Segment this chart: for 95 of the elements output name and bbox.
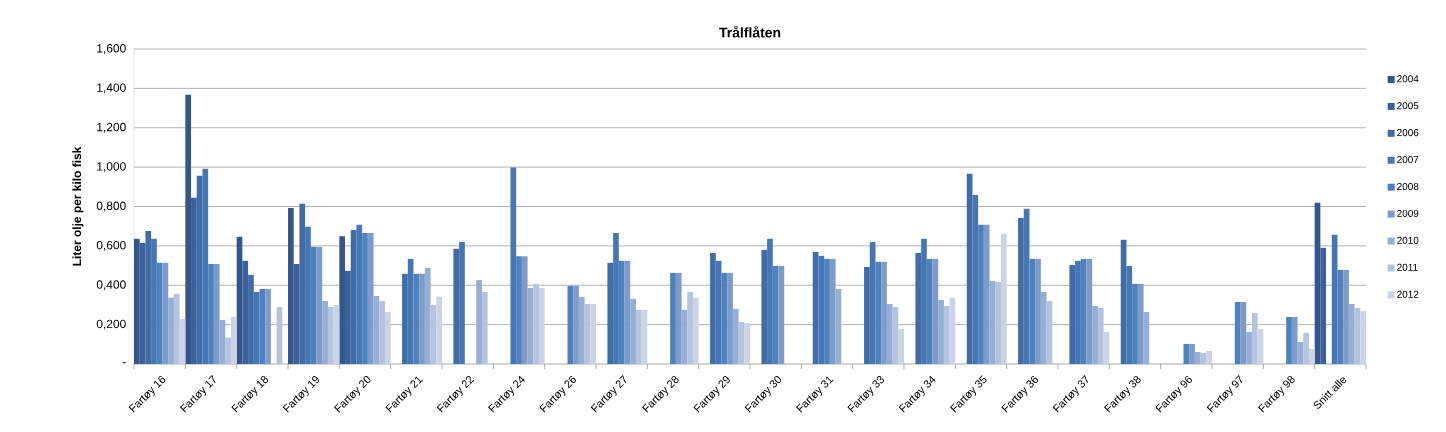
y-tick-label: 0,800 [96, 201, 126, 212]
bar [829, 258, 836, 364]
bar [185, 94, 192, 364]
bar [983, 224, 990, 364]
bar [687, 291, 693, 364]
bar [744, 323, 750, 364]
bar [230, 316, 237, 364]
bar [339, 236, 346, 364]
bar [367, 232, 374, 364]
bar [173, 293, 180, 364]
bar [590, 303, 596, 364]
bar [915, 252, 922, 364]
bar [134, 238, 140, 364]
bar [1069, 264, 1076, 364]
bar [402, 273, 408, 364]
bar [436, 296, 443, 364]
bar [538, 288, 545, 364]
y-axis-title: Liter olje per kilo fisk [72, 146, 84, 266]
bar [459, 241, 465, 364]
bar [732, 308, 739, 364]
bar [1183, 343, 1190, 364]
legend-label: 2006 [1397, 129, 1419, 137]
bar [265, 288, 271, 364]
bar [1246, 331, 1252, 364]
bar [1092, 305, 1098, 364]
bar [898, 328, 904, 364]
legend-label: 2011 [1397, 263, 1418, 271]
legend-label: 2010 [1397, 236, 1419, 244]
bar [213, 263, 220, 364]
bar [1035, 258, 1041, 364]
bar [1000, 233, 1007, 364]
bar [1343, 269, 1349, 364]
bar [1360, 311, 1366, 364]
bar [419, 273, 425, 364]
bar [533, 283, 539, 364]
y-tick-label: 1,200 [97, 122, 126, 133]
bar [886, 303, 893, 364]
legend-label: 2008 [1397, 182, 1419, 191]
bar [635, 309, 642, 364]
bar [1251, 313, 1258, 364]
y-tick-label: 1,400 [97, 83, 126, 94]
bar [384, 312, 391, 364]
bar [710, 252, 716, 364]
bar [864, 266, 870, 364]
bar [1286, 316, 1292, 364]
bar [938, 300, 944, 364]
bar [481, 291, 488, 364]
bar [1137, 283, 1144, 364]
legend-label: 2012 [1397, 290, 1419, 298]
bar [322, 301, 328, 364]
bar [1040, 291, 1047, 364]
bar [1291, 316, 1298, 364]
bar [225, 337, 231, 364]
bar [1320, 247, 1327, 364]
legend-label: 2009 [1397, 209, 1419, 217]
bar [1097, 307, 1104, 364]
bar [476, 279, 482, 364]
bar [761, 249, 768, 364]
chart-title: Trålflåten [719, 25, 781, 38]
legend-label: 2007 [1397, 156, 1419, 164]
bar [630, 298, 636, 364]
bar [675, 272, 682, 364]
bar [168, 297, 174, 364]
bar [521, 256, 528, 364]
bar [607, 262, 614, 364]
bar [995, 281, 1001, 364]
bar [573, 285, 579, 364]
bar [1206, 351, 1212, 364]
bar [1303, 332, 1309, 364]
y-tick-label: 1,000 [97, 162, 126, 173]
bar [327, 306, 334, 364]
bar [881, 261, 887, 364]
bar [1234, 301, 1241, 364]
bar [943, 305, 950, 364]
bar [1189, 343, 1195, 364]
y-tick-label: 0,400 [96, 280, 126, 291]
y-tick-label: 0,200 [96, 319, 126, 330]
bar [727, 272, 733, 364]
bar [288, 208, 294, 364]
legend-label: 2005 [1397, 102, 1419, 110]
y-tick-label: - [122, 362, 126, 364]
bar [1308, 349, 1315, 364]
legend-label: 2004 [1397, 75, 1419, 83]
bar [1348, 303, 1355, 364]
y-tick-label: 1,600 [97, 44, 126, 54]
bar [1018, 217, 1024, 364]
bar [424, 267, 431, 364]
bar [692, 297, 699, 364]
y-tick-label: 0,600 [96, 240, 126, 251]
bar [670, 272, 676, 364]
bar [567, 285, 574, 364]
bar [578, 296, 585, 364]
bar [453, 248, 460, 364]
bar [1194, 351, 1201, 364]
bar [379, 301, 385, 364]
